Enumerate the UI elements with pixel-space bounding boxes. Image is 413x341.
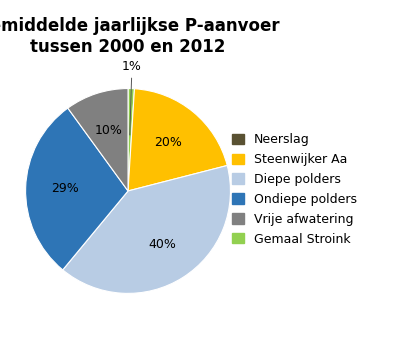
Text: 10%: 10% — [95, 124, 122, 137]
Wedge shape — [26, 108, 128, 270]
Legend: Neerslag, Steenwijker Aa, Diepe polders, Ondiepe polders, Vrije afwatering, Gema: Neerslag, Steenwijker Aa, Diepe polders,… — [232, 133, 357, 246]
Text: 29%: 29% — [51, 182, 78, 195]
Wedge shape — [63, 165, 230, 293]
Text: 40%: 40% — [148, 238, 176, 251]
Wedge shape — [128, 89, 135, 191]
Title: Gemiddelde jaarlijkse P-aanvoer
tussen 2000 en 2012: Gemiddelde jaarlijkse P-aanvoer tussen 2… — [0, 17, 280, 56]
Wedge shape — [128, 89, 227, 191]
Wedge shape — [68, 89, 128, 191]
Text: 20%: 20% — [154, 135, 183, 149]
Text: 1%: 1% — [122, 60, 142, 135]
